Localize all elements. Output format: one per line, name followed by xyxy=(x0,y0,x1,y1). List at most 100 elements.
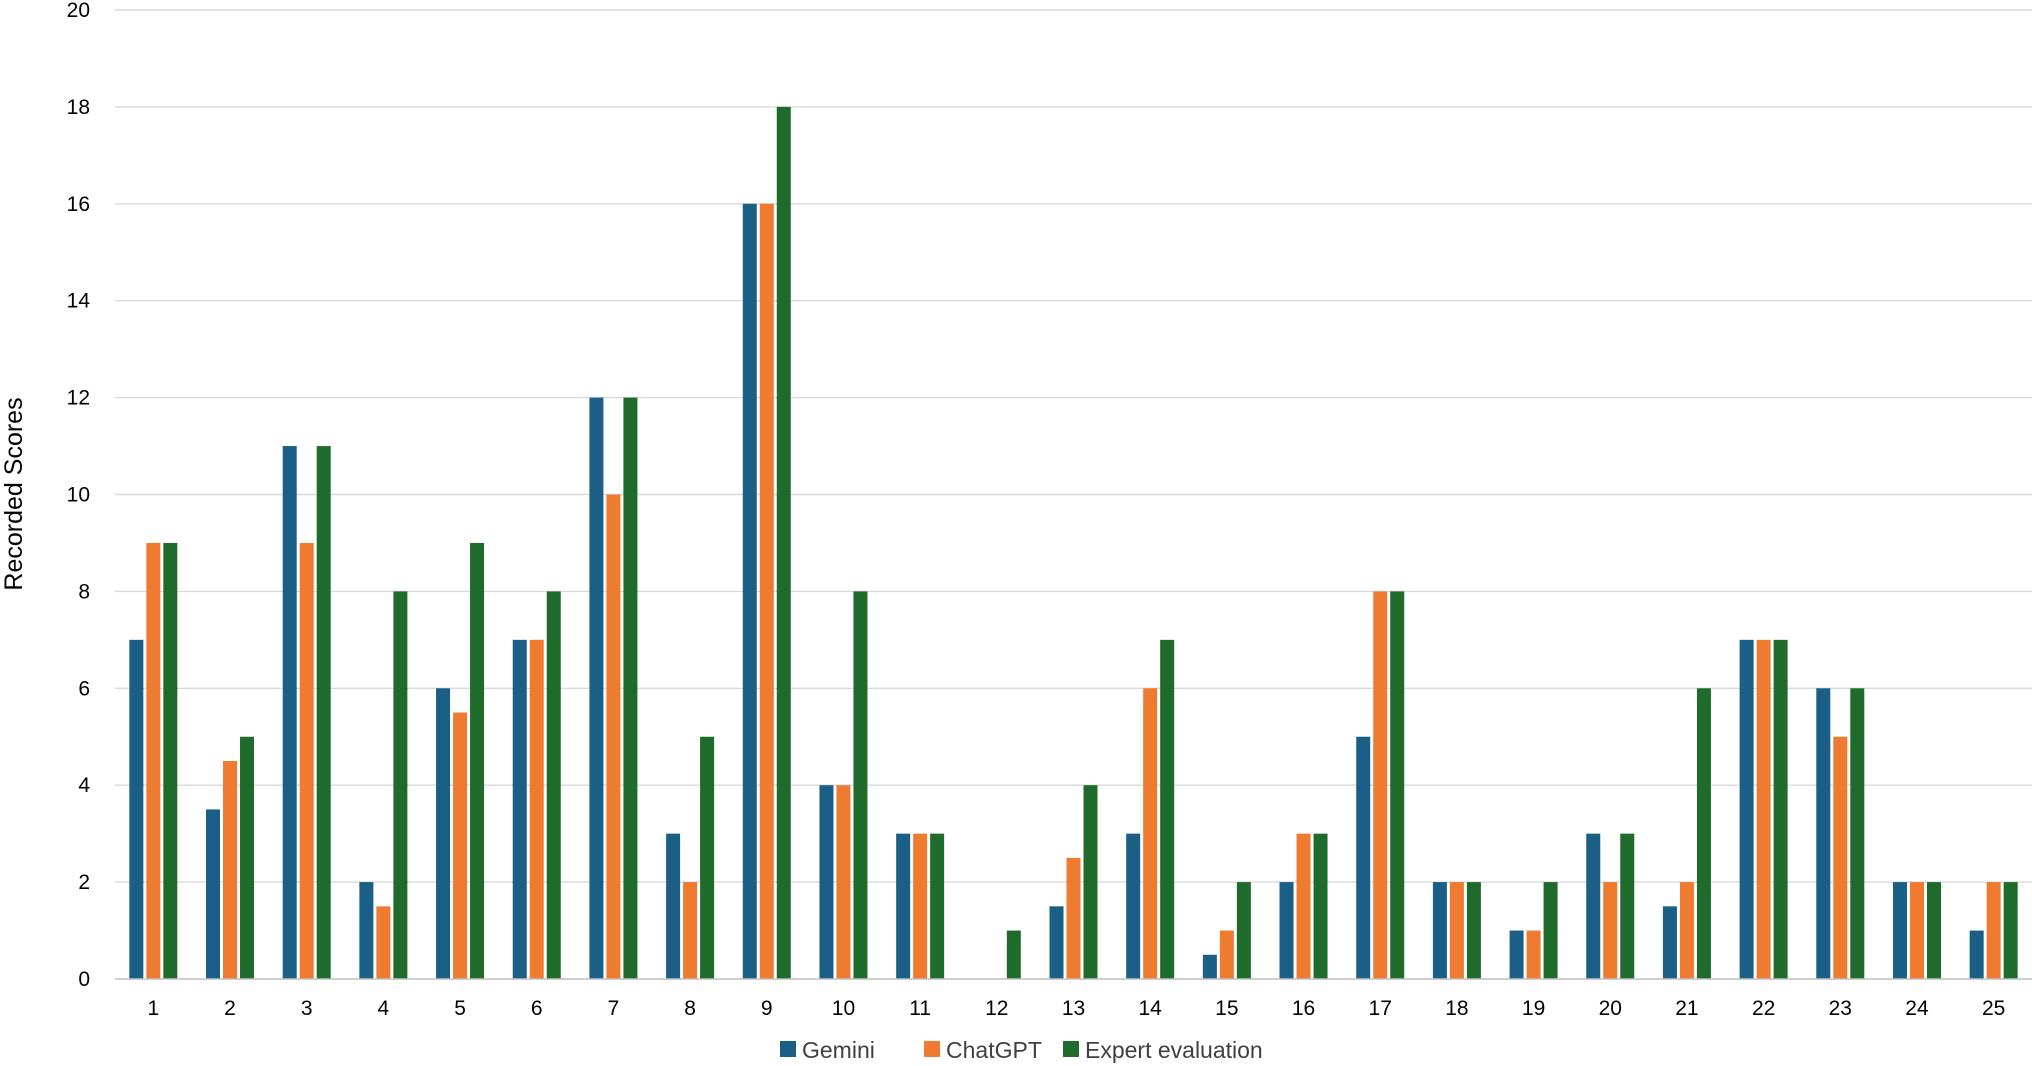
bar-chatgpt-9 xyxy=(759,203,774,980)
bar-expert-evaluation-16 xyxy=(1313,833,1328,979)
bar-expert-evaluation-10 xyxy=(853,591,868,979)
bar-chatgpt-3 xyxy=(299,542,314,979)
x-tick-label: 14 xyxy=(1139,997,1163,1020)
bar-gemini-9 xyxy=(742,203,757,980)
bar-gemini-7 xyxy=(589,397,604,980)
bar-chatgpt-20 xyxy=(1603,882,1618,979)
x-tick-label: 11 xyxy=(909,997,931,1020)
x-tick-label: 12 xyxy=(985,997,1008,1020)
bar-gemini-5 xyxy=(436,688,451,979)
legend: Gemini ChatGPT Expert evaluation xyxy=(780,1037,1263,1063)
bar-gemini-22 xyxy=(1739,639,1754,979)
bar-gemini-18 xyxy=(1432,882,1447,979)
x-tick-label: 1 xyxy=(147,997,159,1020)
y-tick-label: 0 xyxy=(78,968,90,991)
bar-expert-evaluation-5 xyxy=(470,542,485,979)
y-tick-label: 10 xyxy=(67,484,90,507)
bar-chatgpt-8 xyxy=(683,882,698,979)
bar-chatgpt-5 xyxy=(453,712,468,979)
bar-gemini-25 xyxy=(1969,930,1984,979)
bar-gemini-24 xyxy=(1892,882,1907,979)
bar-expert-evaluation-24 xyxy=(1926,882,1941,979)
y-tick-label: 2 xyxy=(78,871,90,894)
bar-chatgpt-6 xyxy=(529,639,544,979)
x-tick-label: 4 xyxy=(378,997,390,1020)
bar-expert-evaluation-18 xyxy=(1466,882,1481,979)
x-tick-label: 10 xyxy=(832,997,855,1020)
bar-gemini-21 xyxy=(1662,906,1677,979)
bar-chatgpt-22 xyxy=(1756,639,1771,979)
bar-expert-evaluation-19 xyxy=(1543,882,1558,979)
bar-expert-evaluation-25 xyxy=(2003,882,2018,979)
bar-expert-evaluation-22 xyxy=(1773,639,1788,979)
legend-label-expert-evaluation: Expert evaluation xyxy=(1085,1037,1263,1063)
legend-swatch-gemini xyxy=(780,1041,796,1057)
x-tick-label: 8 xyxy=(684,997,696,1020)
bar-gemini-15 xyxy=(1202,954,1217,979)
legend-swatch-expert-evaluation xyxy=(1063,1041,1079,1057)
x-tick-label: 2 xyxy=(224,997,236,1020)
bar-chatgpt-19 xyxy=(1526,930,1541,979)
y-axis-tick-labels: 0 2 4 6 8 10 12 14 16 18 20 xyxy=(67,0,91,991)
bar-expert-evaluation-1 xyxy=(163,542,178,979)
bar-chatgpt-16 xyxy=(1296,833,1311,979)
bar-expert-evaluation-8 xyxy=(700,736,715,979)
bar-chatgpt-10 xyxy=(836,785,851,979)
bar-expert-evaluation-15 xyxy=(1236,882,1251,979)
x-tick-label: 20 xyxy=(1599,997,1622,1020)
gridlines xyxy=(115,9,2032,883)
bar-gemini-10 xyxy=(819,785,834,979)
bar-expert-evaluation-13 xyxy=(1083,785,1098,979)
bar-gemini-16 xyxy=(1279,882,1294,979)
x-tick-label: 17 xyxy=(1369,997,1392,1020)
y-tick-label: 20 xyxy=(67,0,90,22)
bar-expert-evaluation-11 xyxy=(930,833,945,979)
bar-chatgpt-15 xyxy=(1219,930,1234,979)
x-axis-tick-labels: 1 2 3 4 5 6 7 8 9 10 11 12 13 14 15 16 17 18 19 20 21 22 23 24 2… xyxy=(147,997,2005,1020)
bar-gemini-13 xyxy=(1049,906,1064,979)
x-tick-label: 21 xyxy=(1675,997,1698,1020)
y-tick-label: 4 xyxy=(78,774,90,797)
bar-expert-evaluation-17 xyxy=(1390,591,1405,979)
bar-expert-evaluation-9 xyxy=(776,106,791,979)
x-tick-label: 22 xyxy=(1752,997,1775,1020)
bar-gemini-8 xyxy=(666,833,681,979)
y-tick-label: 6 xyxy=(78,677,90,700)
bar-expert-evaluation-3 xyxy=(316,446,331,979)
bar-expert-evaluation-7 xyxy=(623,397,638,980)
legend-swatch-chatgpt xyxy=(924,1041,940,1057)
bar-chatgpt-7 xyxy=(606,494,621,979)
bar-expert-evaluation-2 xyxy=(240,736,255,979)
bar-expert-evaluation-12 xyxy=(1006,930,1021,979)
bar-chatgpt-17 xyxy=(1373,591,1388,979)
bar-expert-evaluation-21 xyxy=(1696,688,1711,979)
bar-gemini-1 xyxy=(129,639,144,979)
bar-chatgpt-2 xyxy=(223,760,238,979)
y-tick-label: 16 xyxy=(67,193,90,216)
bar-expert-evaluation-4 xyxy=(393,591,408,979)
x-tick-label: 13 xyxy=(1062,997,1085,1020)
bar-chatgpt-14 xyxy=(1143,688,1158,979)
x-tick-label: 5 xyxy=(454,997,466,1020)
x-tick-label: 9 xyxy=(761,997,773,1020)
x-tick-label: 16 xyxy=(1292,997,1315,1020)
bar-expert-evaluation-6 xyxy=(546,591,561,979)
x-tick-label: 19 xyxy=(1522,997,1545,1020)
bar-gemini-6 xyxy=(512,639,527,979)
bar-gemini-23 xyxy=(1816,688,1831,979)
bar-gemini-11 xyxy=(896,833,911,979)
x-tick-label: 3 xyxy=(301,997,313,1020)
bar-gemini-3 xyxy=(282,446,297,979)
bar-gemini-20 xyxy=(1586,833,1601,979)
x-tick-label: 23 xyxy=(1829,997,1852,1020)
bar-chatgpt-24 xyxy=(1909,882,1924,979)
legend-label-gemini: Gemini xyxy=(802,1037,875,1063)
x-tick-label: 7 xyxy=(608,997,620,1020)
y-tick-label: 8 xyxy=(78,580,90,603)
bar-gemini-4 xyxy=(359,882,374,979)
legend-label-chatgpt: ChatGPT xyxy=(946,1037,1042,1063)
bar-chatgpt-23 xyxy=(1833,736,1848,979)
x-tick-label: 15 xyxy=(1215,997,1238,1020)
